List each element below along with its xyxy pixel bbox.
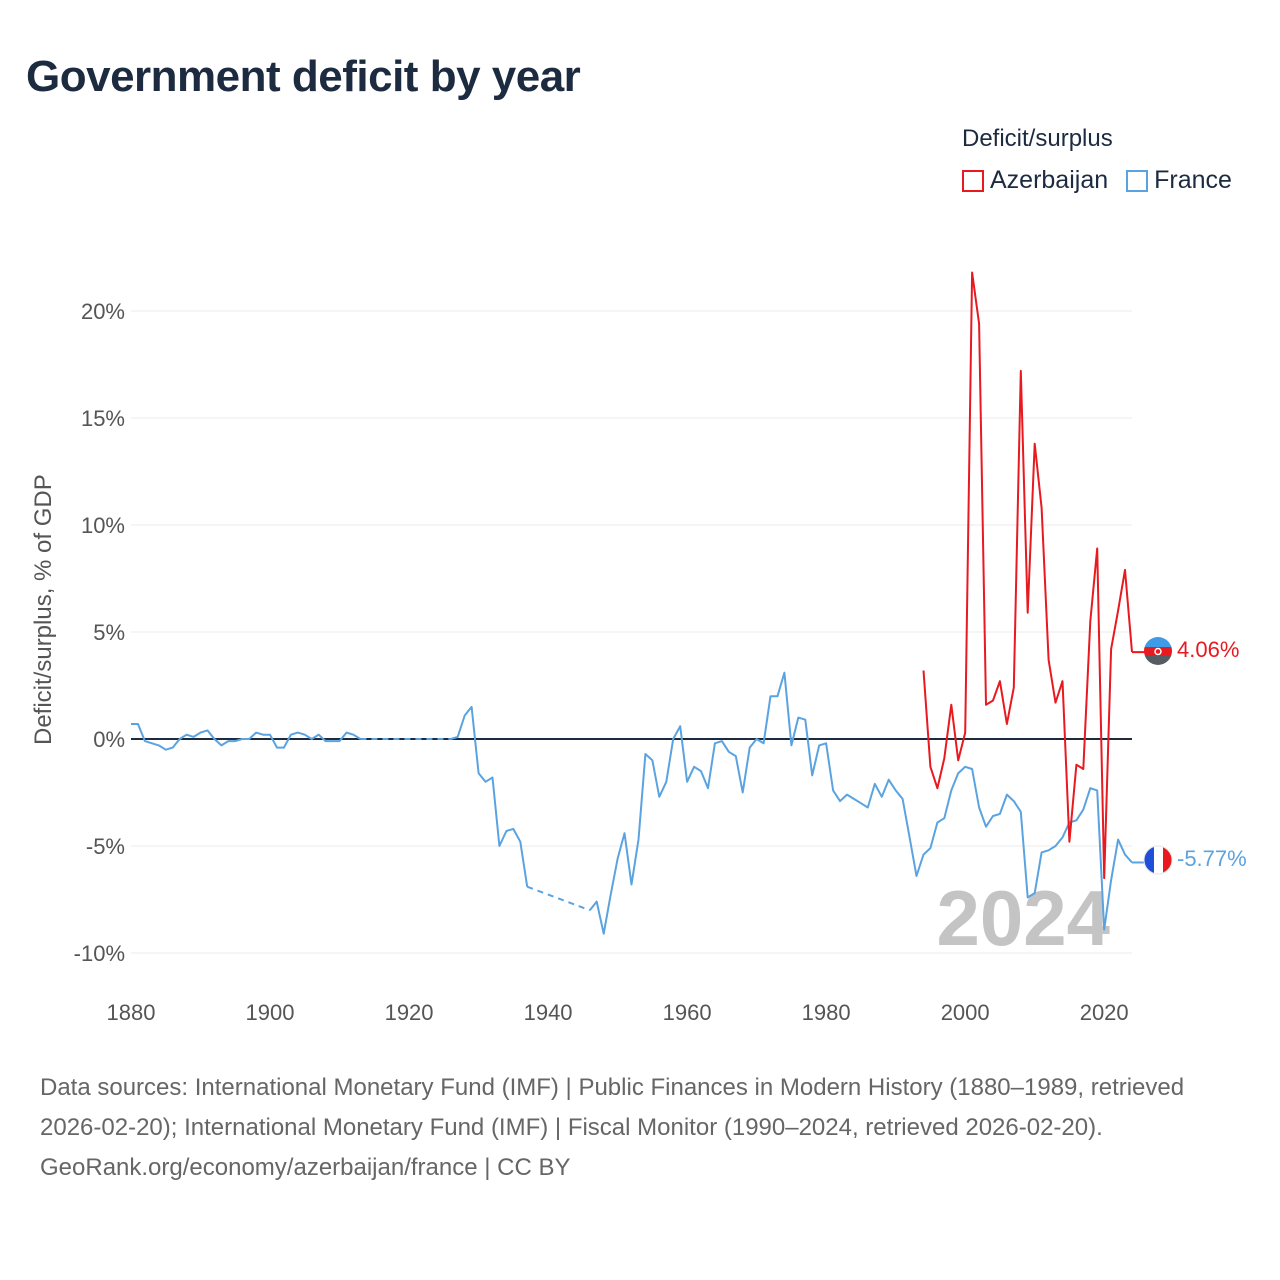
x-tick-label-7: 2020 [1080,1000,1129,1025]
line-chart: 20% 15% 10% 5% 0% -5% -10% 1880 1900 1920 1940 196… [74,271,1247,1025]
x-tick-label-0: 1880 [107,1000,156,1025]
chart-title: Government deficit by year [26,52,581,101]
series-line-france-2[interactable] [589,671,1133,935]
y-tick-label-4: 0% [93,727,125,752]
y-tick-labels: 20% 15% 10% 5% 0% -5% -10% [74,299,125,966]
x-tick-label-1: 1900 [246,1000,295,1025]
x-tick-label-6: 2000 [941,1000,990,1025]
azerbaijan-flag-icon [1144,637,1172,665]
year-watermark: 2024 [936,874,1110,962]
credit-link[interactable]: GeoRank.org/economy/azerbaijan/france | … [40,1154,571,1181]
gridlines [131,310,1132,954]
x-tick-labels: 1880 1900 1920 1940 1960 1980 2000 2020 [107,1000,1129,1025]
x-tick-label-2: 1920 [385,1000,434,1025]
series-line-france-1[interactable] [450,705,529,887]
series-line-france-0[interactable] [131,723,361,751]
y-tick-label-6: -10% [74,941,125,966]
y-tick-label-2: 10% [81,513,125,538]
y-tick-label-5: -5% [86,834,125,859]
france-flag-icon [1144,846,1172,874]
y-tick-label-3: 5% [93,620,125,645]
series-line-azerbaijan-0[interactable] [922,271,1133,880]
y-tick-label-1: 15% [81,406,125,431]
legend-swatch-france [1126,169,1149,192]
legend-swatch-azerbaijan [962,169,984,192]
legend-item-azerbaijan[interactable]: Azerbaijan [962,166,1108,195]
legend-item-france[interactable]: France [1126,166,1232,195]
data-sources: Data sources: International Monetary Fun… [40,1074,1185,1141]
legend: Azerbaijan France [962,166,1232,195]
legend-title: Deficit/surplus [962,125,1113,152]
series-lines [131,271,1146,935]
footer: Data sources: International Monetary Fun… [40,1068,1240,1188]
x-tick-label-3: 1940 [524,1000,573,1025]
legend-label-france: France [1154,166,1232,194]
x-tick-label-4: 1960 [663,1000,712,1025]
y-tick-label-0: 20% [81,299,125,324]
x-tick-label-5: 1980 [802,1000,851,1025]
end-label-france: -5.77% [1177,846,1247,871]
legend-label-azerbaijan: Azerbaijan [990,166,1109,194]
series-gap-france-1 [526,885,591,912]
end-label-azerbaijan: 4.06% [1177,637,1239,662]
